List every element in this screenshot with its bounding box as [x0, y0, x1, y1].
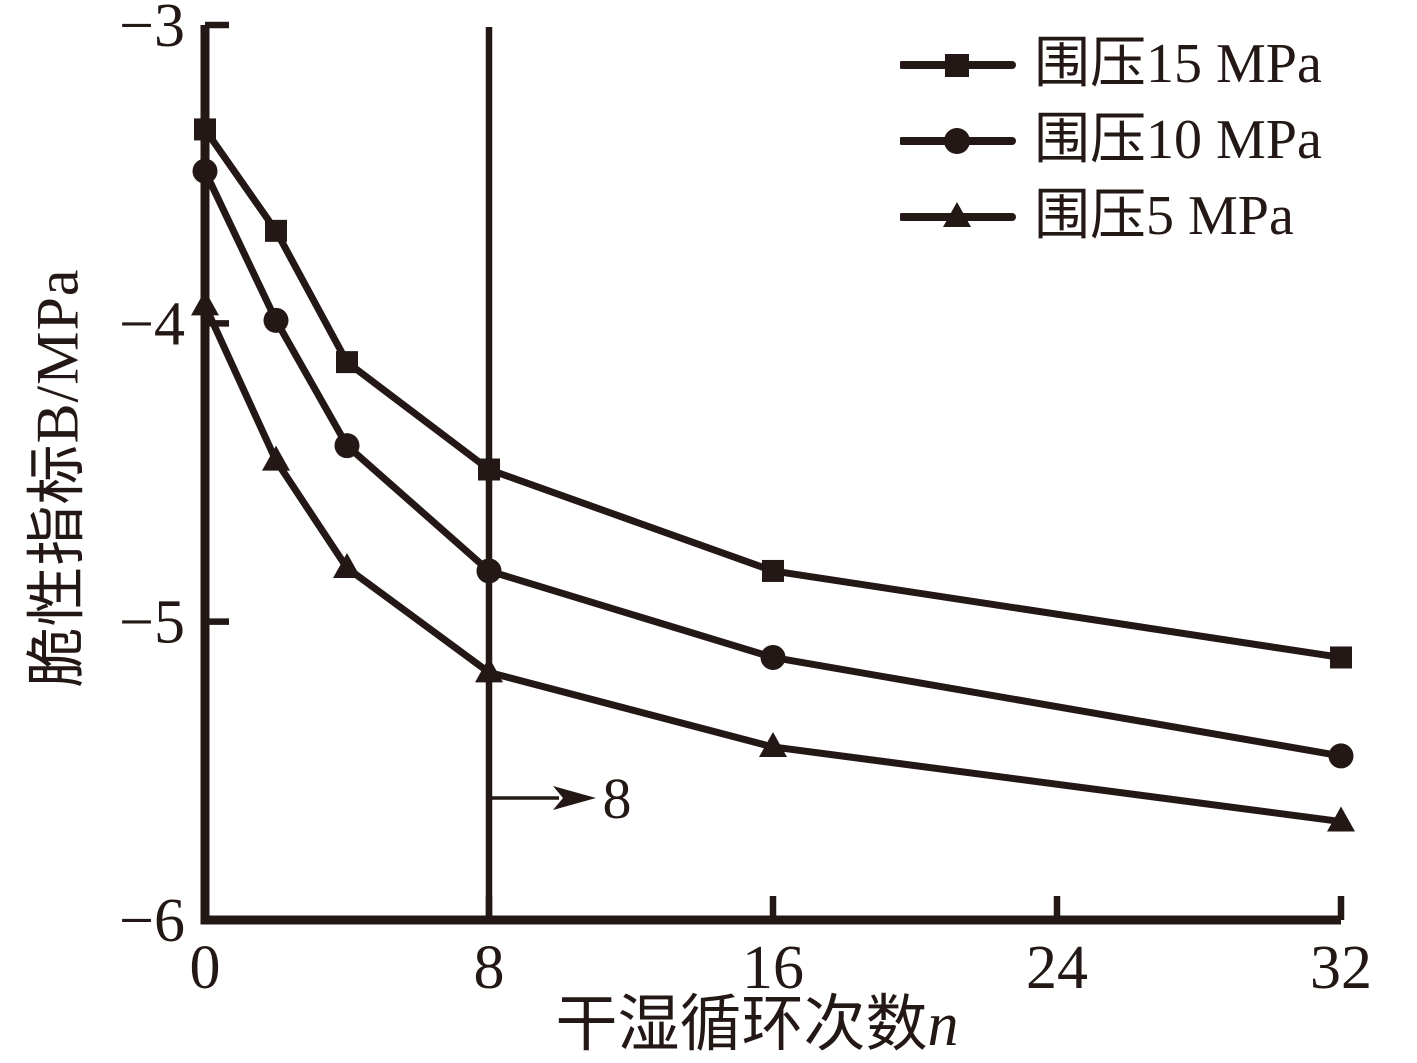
square-marker: [194, 118, 216, 141]
legend-circle-icon: [900, 128, 1016, 154]
square-marker: [478, 458, 500, 481]
annotation-label: 8: [603, 766, 632, 831]
legend-square-icon: [900, 54, 1016, 77]
legend-item: 围压10 MPa: [900, 102, 1322, 178]
square-marker: [1330, 646, 1352, 669]
circle-marker: [760, 644, 786, 670]
series-line: [201, 125, 1345, 661]
legend-label: 围压5 MPa: [1034, 185, 1294, 247]
circle-marker: [263, 307, 289, 333]
legend-item: 围压15 MPa: [900, 26, 1322, 102]
triangle-marker: [759, 731, 787, 757]
y-tick-label: −6: [119, 887, 185, 955]
circle-marker: [334, 433, 360, 459]
x-tick-label: 0: [190, 934, 221, 1002]
x-tick-label: 24: [1026, 934, 1088, 1002]
circle-marker: [476, 558, 502, 584]
triangle-marker: [191, 290, 219, 316]
triangle-marker: [475, 657, 503, 683]
y-axis-title: 脆性指标B/MPa: [24, 268, 91, 688]
annotation-arrow-head: [553, 786, 596, 810]
square-marker: [336, 351, 358, 374]
y-tick-label: −5: [119, 589, 185, 657]
legend-item: 围压5 MPa: [900, 178, 1322, 254]
x-axis-title: 干湿循环次数n: [555, 973, 958, 1063]
square-marker: [762, 559, 784, 582]
legend-label: 围压10 MPa: [1034, 109, 1322, 171]
circle-marker: [192, 158, 218, 184]
legend: 围压15 MPa 围压10 MPa 围压5 MPa: [900, 26, 1322, 254]
legend-label: 围压15 MPa: [1034, 33, 1322, 95]
triangle-marker: [1327, 806, 1355, 832]
circle-marker: [1328, 743, 1354, 769]
x-tick-label: 16: [742, 934, 804, 1002]
series-line: [201, 301, 1345, 826]
triangle-marker: [333, 552, 361, 578]
triangle-marker: [262, 445, 290, 471]
y-tick-label: −3: [119, 0, 185, 60]
x-axis-title-text: 干湿循环次数: [555, 991, 928, 1059]
legend-triangle-icon: [900, 202, 1016, 227]
x-tick-label: 32: [1310, 934, 1372, 1002]
x-tick-label: 8: [474, 934, 505, 1002]
x-axis-title-variable: n: [927, 991, 959, 1059]
series-line: [201, 167, 1345, 760]
y-tick-label: −4: [119, 290, 185, 358]
square-marker: [265, 219, 287, 242]
